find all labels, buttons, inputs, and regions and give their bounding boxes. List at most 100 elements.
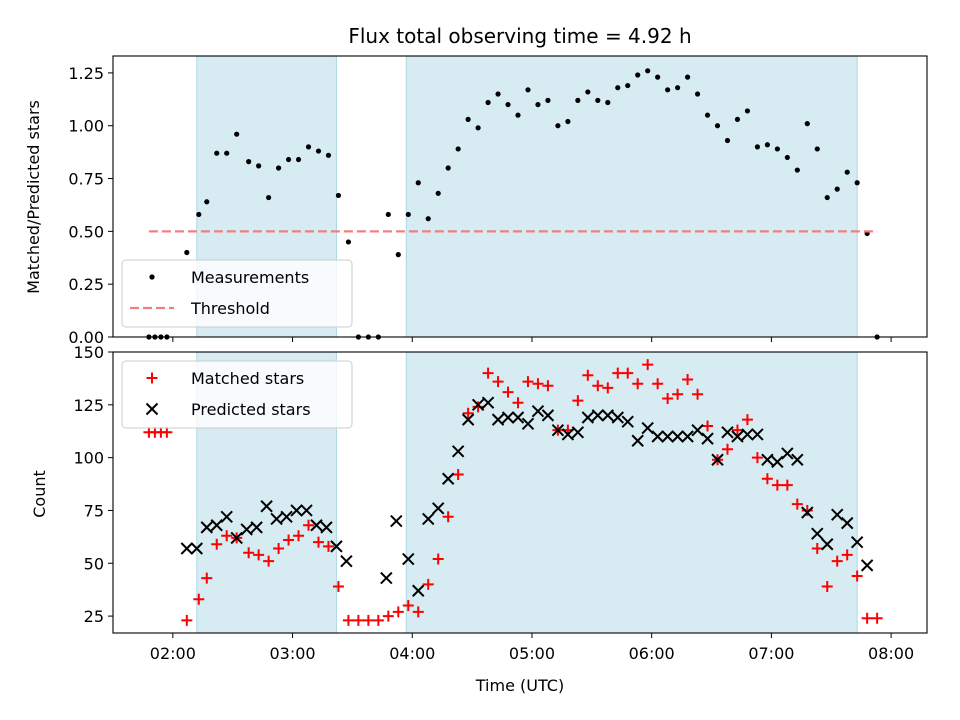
bottom-point-predicted — [621, 415, 634, 428]
bottom-point-matched — [462, 407, 474, 419]
bottom-point-matched — [392, 606, 404, 618]
bottom-point-predicted — [471, 398, 485, 412]
bottom-point-predicted — [631, 434, 644, 447]
bottom-point-matched — [662, 392, 674, 404]
top-point-measurement — [605, 99, 611, 106]
top-point-measurement — [684, 74, 691, 80]
bottom-point-predicted — [250, 521, 263, 534]
bottom-point-matched — [642, 359, 654, 371]
bottom-point-matched — [731, 424, 743, 436]
top-point-measurement — [525, 87, 531, 93]
bottom-point-matched — [821, 581, 833, 593]
bottom-point-predicted — [422, 512, 435, 526]
top-point-measurement — [545, 97, 551, 103]
bottom-shaded-interval-1 — [405, 351, 858, 634]
bottom-point-matched — [542, 380, 554, 392]
bottom-point-matched — [372, 614, 384, 626]
bottom-point-matched — [871, 612, 883, 624]
bottom-legend-label: Matched stars — [191, 369, 304, 388]
bottom-point-predicted — [220, 510, 233, 524]
top-plot-area: 0.00 0.25 0.50 0.75 1.00 1.25 Measurements Thre… — [68, 55, 928, 347]
bottom-point-matched — [572, 395, 584, 407]
top-point-measurement — [465, 116, 471, 122]
bottom-point-matched — [492, 376, 504, 388]
bottom-ytick-label: 25 — [84, 607, 104, 626]
top-point-measurement — [435, 190, 441, 196]
bottom-point-predicted — [380, 571, 393, 585]
top-point-measurement — [315, 148, 322, 154]
bottom-point-predicted — [441, 472, 455, 485]
bottom-xtick-label: 02:00 — [150, 644, 196, 663]
bottom-legend-box — [121, 360, 353, 429]
bottom-point-predicted — [340, 554, 353, 568]
bottom-point-predicted — [561, 428, 575, 441]
x-axis-label: Time (UTC) — [475, 676, 564, 695]
bottom-point-predicted — [751, 428, 764, 441]
bottom-ylabel: Count — [30, 470, 49, 518]
bottom-point-matched — [193, 593, 205, 605]
bottom-point-matched — [632, 378, 644, 390]
top-point-measurement — [204, 199, 210, 205]
bottom-point-predicted — [821, 538, 834, 551]
bottom-point-matched — [702, 420, 714, 432]
top-point-measurement — [515, 112, 521, 118]
bottom-xtick-label: 03:00 — [270, 644, 316, 663]
bottom-point-matched — [412, 606, 424, 618]
bottom-point-predicted — [581, 411, 595, 424]
bottom-xtick-label: 07:00 — [748, 644, 794, 663]
top-point-measurement — [834, 186, 840, 192]
bottom-point-predicted — [451, 445, 465, 458]
bottom-plot-area: 25 50 75 100 125 150 02:00 03:00 04:00 05:00 06:00… — [73, 343, 928, 663]
bottom-point-matched — [442, 511, 454, 523]
bottom-point-predicted — [390, 514, 403, 528]
bottom-point-matched — [161, 426, 173, 438]
bottom-point-matched — [801, 504, 813, 516]
top-point-measurement — [385, 211, 391, 218]
bottom-xtick-label: 05:00 — [509, 644, 555, 663]
bottom-point-predicted — [431, 502, 445, 515]
bottom-point-predicted — [310, 519, 323, 532]
bottom-point-predicted — [641, 421, 654, 435]
bottom-point-matched — [221, 530, 233, 542]
bottom-point-predicted — [551, 423, 565, 437]
bottom-point-matched — [692, 388, 704, 400]
top-point-measurement — [224, 150, 230, 156]
top-point-measurement — [655, 74, 661, 80]
bottom-point-predicted — [521, 417, 535, 431]
bottom-point-matched — [181, 614, 193, 626]
top-point-measurement — [335, 192, 342, 199]
top-axes-frame — [112, 55, 928, 338]
bottom-point-matched — [452, 469, 464, 481]
bottom-point-matched — [592, 380, 604, 392]
bottom-point-predicted — [611, 411, 624, 424]
bottom-point-matched — [322, 540, 334, 552]
top-point-measurement — [196, 211, 202, 218]
top-ylabel: Matched/Predicted stars — [24, 100, 43, 294]
bottom-point-matched — [532, 378, 544, 390]
top-point-measurement — [445, 165, 451, 171]
bottom-ytick-label: 50 — [84, 554, 104, 573]
bottom-point-predicted — [831, 508, 844, 521]
bottom-point-predicted — [801, 506, 814, 519]
bottom-point-predicted — [412, 584, 425, 597]
bottom-point-matched — [422, 578, 434, 590]
bottom-xtick-label: 08:00 — [868, 644, 914, 663]
top-ytick-label: 0.75 — [68, 170, 104, 189]
bottom-legend-label: Predicted stars — [191, 400, 311, 419]
bottom-point-matched — [273, 542, 285, 554]
bottom-point-matched — [781, 479, 793, 491]
bottom-point-predicted — [571, 426, 585, 439]
bottom-point-matched — [303, 519, 315, 531]
bottom-point-predicted — [671, 430, 684, 443]
top-point-measurement — [794, 167, 800, 173]
bottom-point-predicted — [771, 455, 784, 469]
top-point-measurement — [234, 131, 240, 137]
top-point-measurement — [714, 123, 721, 129]
top-legend-label: Measurements — [191, 268, 309, 287]
top-point-measurement — [665, 87, 671, 93]
bottom-point-matched — [243, 547, 255, 559]
top-point-measurement — [475, 125, 481, 131]
top-point-measurement — [625, 82, 631, 89]
top-legend-box — [121, 259, 353, 328]
bottom-point-predicted — [210, 519, 223, 532]
